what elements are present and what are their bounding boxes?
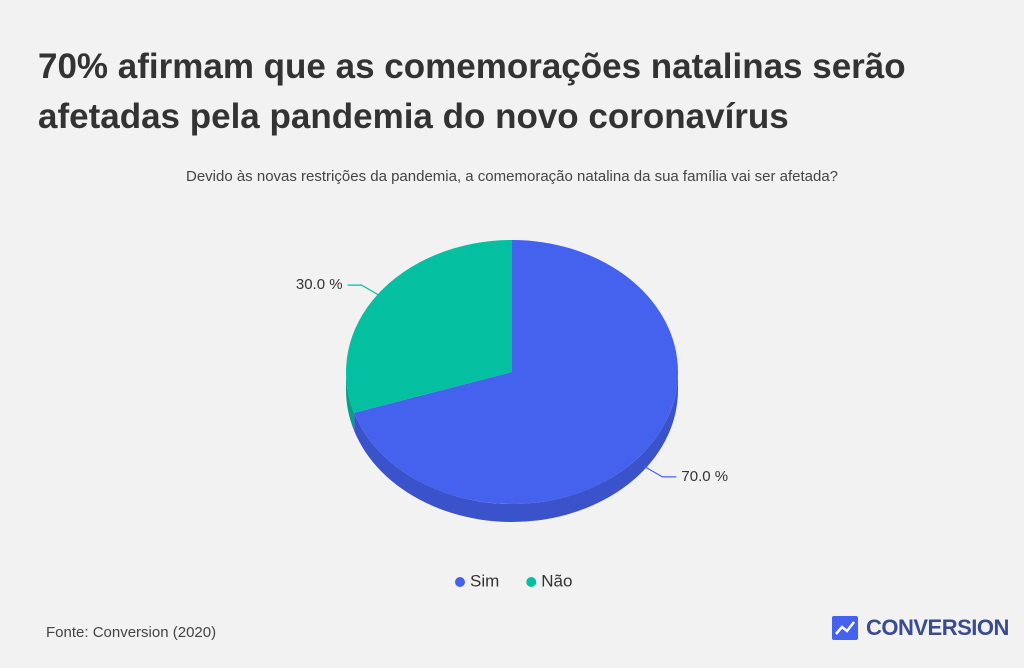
logo-text: CONVERSION <box>866 615 1009 640</box>
pie-slice <box>354 240 679 504</box>
leader-line <box>347 284 381 297</box>
logo-icon <box>832 616 858 640</box>
leader-line <box>643 465 677 478</box>
legend-label: Não <box>541 571 572 590</box>
source: Fonte: Conversion (2020) <box>46 624 217 641</box>
pie-slice <box>345 240 512 413</box>
data-label: 70.0 % <box>681 468 728 485</box>
pie-side <box>346 372 355 431</box>
chart-title: 70% afirmam que as comemorações natalina… <box>38 47 906 136</box>
legend-marker <box>455 577 465 587</box>
chart-subtitle: Devido às novas restrições da pandemia, … <box>185 168 839 185</box>
pie-side <box>354 372 678 522</box>
legend-label: Sim <box>470 571 499 590</box>
logo: CONVERSION <box>832 615 1009 641</box>
data-label: 30.0 % <box>296 276 343 293</box>
legend-marker <box>526 577 537 587</box>
